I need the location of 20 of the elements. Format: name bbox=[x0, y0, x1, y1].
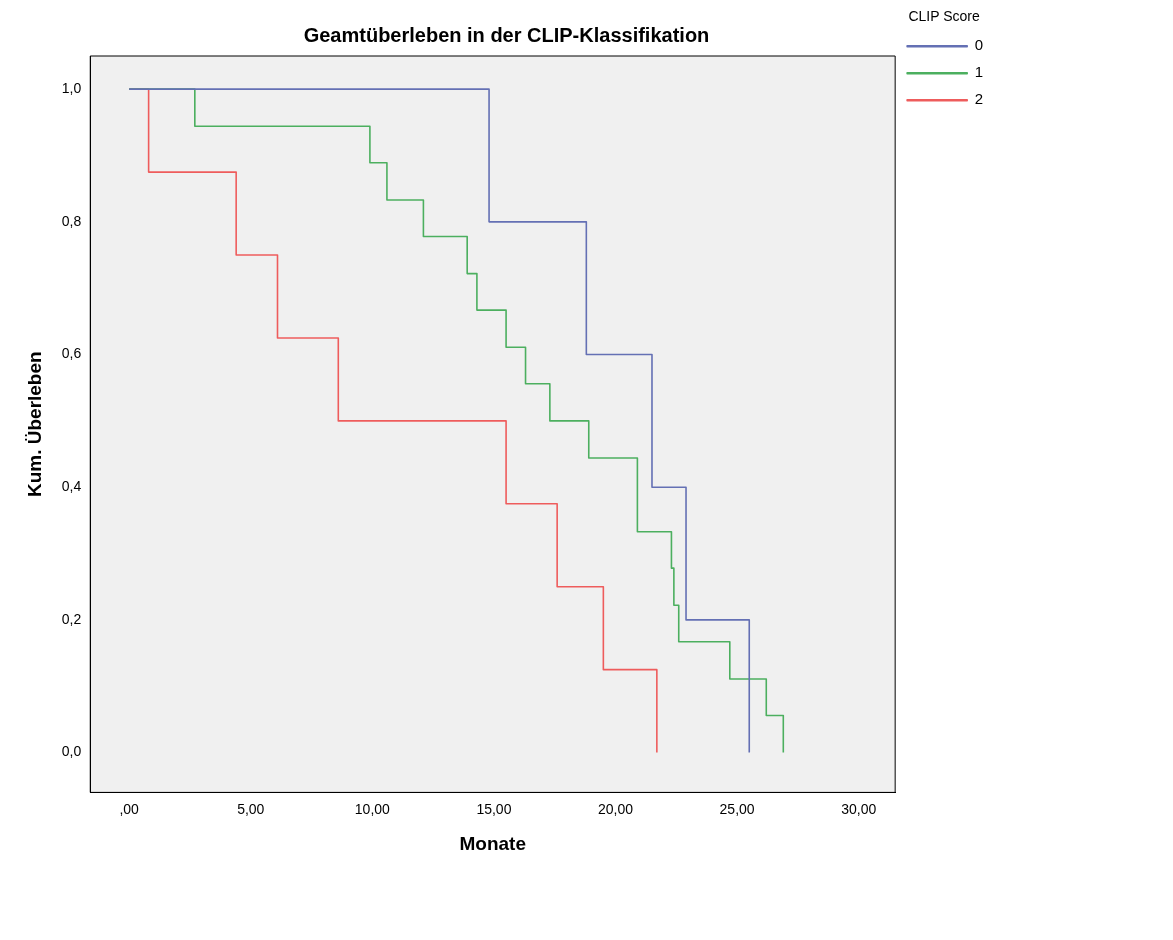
x-tick-label: 20,00 bbox=[597, 800, 634, 817]
legend-label: 0 bbox=[974, 36, 983, 54]
y-tick-label: 0,2 bbox=[61, 610, 82, 627]
legend-label: 1 bbox=[974, 63, 983, 81]
x-tick-label: 15,00 bbox=[476, 800, 512, 817]
x-tick-label: 25,00 bbox=[719, 800, 755, 817]
y-tick-label: 0,0 bbox=[61, 743, 82, 760]
chart-title: Geamtüberleben in der CLIP-Klassifikation bbox=[303, 23, 710, 46]
legend-label: 2 bbox=[974, 90, 983, 108]
x-tick-label: ,00 bbox=[119, 800, 140, 817]
x-axis-title: Monate bbox=[459, 832, 526, 854]
x-tick-label: 10,00 bbox=[354, 800, 391, 817]
x-tick-label: 5,00 bbox=[237, 800, 265, 817]
legend-title: CLIP Score bbox=[908, 7, 980, 24]
y-tick-label: 0,4 bbox=[61, 478, 82, 495]
y-tick-label: 1,0 bbox=[61, 80, 82, 97]
y-tick-label: 0,6 bbox=[61, 345, 82, 362]
y-tick-label: 0,8 bbox=[61, 212, 82, 229]
x-tick-label: 30,00 bbox=[841, 800, 877, 817]
y-axis-title: Kum. Überleben bbox=[23, 351, 45, 498]
